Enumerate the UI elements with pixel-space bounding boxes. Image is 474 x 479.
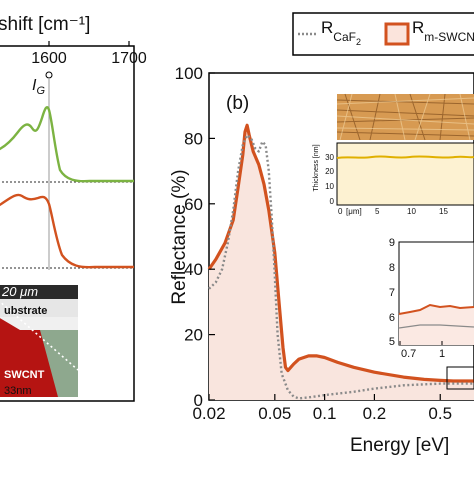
left-panel: shift [cm⁻¹] 1600 1700 IG 20 μm ubstrate… (0, 14, 147, 402)
svg-text:7: 7 (389, 287, 395, 299)
zoom-region-marker (446, 366, 474, 390)
thickness-curve (336, 155, 474, 159)
thickness-plot (336, 142, 474, 206)
svg-text:1: 1 (439, 348, 445, 360)
svg-text:5: 5 (375, 207, 380, 216)
svg-text:5: 5 (389, 336, 395, 348)
svg-text:10: 10 (407, 207, 416, 216)
thickness-label: 33nm (4, 385, 32, 397)
ig-label: IG (32, 77, 45, 97)
legend-label-swcnt: Rm-SWCNT (412, 18, 474, 44)
left-plot-frame (0, 45, 135, 402)
series-line-0 (207, 123, 474, 383)
x-tick-label-4: 0.5 (428, 404, 452, 423)
y-tick-label-3: 60 (184, 195, 203, 214)
zoom-inset: 9 8 7 6 5 0.7 1 (389, 237, 474, 390)
svg-text:0.7: 0.7 (401, 348, 416, 360)
svg-text:6: 6 (389, 312, 395, 324)
optical-image: 20 μm ubstrate SWCNT 33nm (0, 284, 79, 397)
y-tick-label-0: 0 (194, 391, 203, 410)
ig-marker (45, 71, 53, 79)
svg-text:20: 20 (325, 167, 334, 176)
svg-text:30: 30 (325, 153, 334, 162)
y-tick-label-5: 100 (175, 64, 203, 83)
left-tick-label-1700: 1700 (111, 50, 147, 67)
legend-box (292, 12, 474, 56)
legend-swatch-swcnt (384, 22, 410, 46)
series-layer (207, 123, 474, 401)
series-line-1 (208, 133, 474, 400)
raman-green-curve (0, 106, 134, 183)
y-tick-label-4: 80 (184, 129, 203, 148)
zoom-caf2-curve (398, 324, 474, 329)
svg-text:8: 8 (389, 262, 395, 274)
substrate-label: ubstrate (4, 305, 47, 317)
thickness-ylabel: Thickness [nm] (313, 144, 320, 191)
raman-orange-curve (0, 193, 134, 269)
x-tick-label-3: 0.2 (363, 404, 387, 423)
x-tick-label-0: 0.02 (192, 404, 225, 423)
left-axis-title: shift [cm⁻¹] (0, 14, 90, 35)
y-axis-label: Reflectance (%) (169, 169, 190, 304)
x-tick-label-2: 0.1 (313, 404, 337, 423)
y-tick-label-2: 40 (184, 260, 203, 279)
swcnt-label: SWCNT (4, 369, 45, 381)
panel-label-b: (b) (226, 93, 249, 114)
legend-label-caf2: RCaF2 (321, 18, 361, 47)
series-fill-0 (209, 125, 474, 401)
legend: RCaF2 Rm-SWCNT (292, 12, 474, 56)
x-tick-label-1: 0.05 (258, 404, 291, 423)
svg-text:0: 0 (330, 197, 335, 206)
svg-text:9: 9 (389, 237, 395, 249)
left-tick-label-1600: 1600 (31, 50, 67, 67)
svg-text:10: 10 (325, 182, 334, 191)
svg-text:0: 0 (338, 207, 343, 216)
svg-text:15: 15 (439, 207, 448, 216)
y-tick-label-1: 20 (184, 326, 203, 345)
x-axis-label: Energy [eV] (350, 435, 449, 456)
afm-inset: 30 20 10 0 Thickness [nm] 0 [μm] 5 10 15 (313, 93, 474, 216)
svg-text:[μm]: [μm] (346, 207, 362, 216)
zoom-swcnt-curve (398, 303, 474, 315)
scale-bar-label: 20 μm (1, 284, 38, 299)
